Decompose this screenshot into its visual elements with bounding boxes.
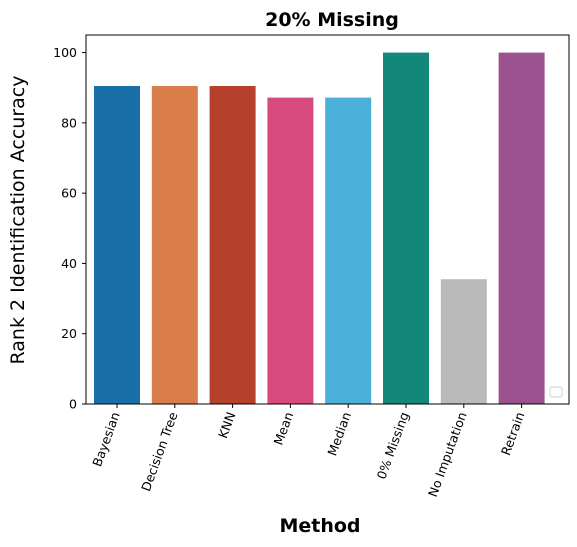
y-tick-label: 100 [53,45,77,60]
y-tick-label: 20 [61,326,77,341]
y-axis: 0 20 40 60 80 100 [53,45,86,412]
legend-box [549,386,563,398]
bar-knn [209,86,256,404]
bar-median [325,97,372,404]
chart-title: 20% Missing [265,9,399,31]
x-tick-label: Mean [270,410,296,447]
plot-area [94,52,545,404]
bar-no-imputation [440,279,487,404]
x-axis: Bayesian Decision Tree KNN Mean Median 0% Mis… [89,404,527,499]
bar-bayesian [94,86,140,404]
y-axis-label: Rank 2 Identification Accuracy [7,76,29,365]
x-tick-label: 0% Missing [374,410,412,481]
bar-retrain [498,52,545,404]
y-tick-label: 0 [69,397,77,412]
x-tick-label: KNN [215,410,238,440]
x-tick-label: Decision Tree [138,410,181,494]
x-tick-label: Bayesian [89,410,123,469]
x-axis-label: Method [279,515,360,537]
bar-0-missing [383,52,429,404]
x-tick-label: Retrain [498,410,527,457]
y-tick-label: 80 [61,115,77,130]
y-tick-label: 40 [61,256,77,271]
bar-mean [267,97,314,404]
x-tick-label: No Imputation [425,410,470,499]
plot-frame [85,34,570,405]
x-tick-label: Median [324,410,354,458]
y-tick-label: 60 [61,186,77,201]
bar-decision-tree [151,86,198,404]
